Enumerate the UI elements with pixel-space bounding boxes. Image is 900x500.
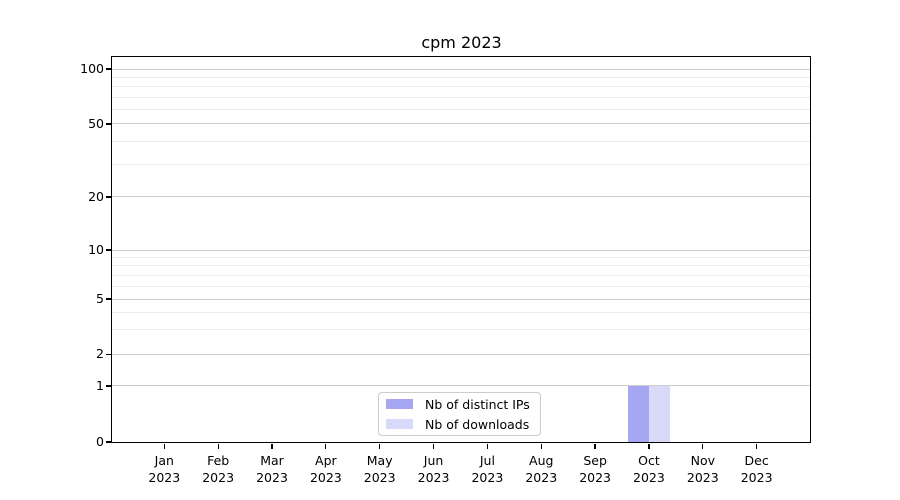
x-tick-mark — [594, 443, 596, 449]
gridline-major — [112, 196, 810, 198]
x-tick-month: Nov — [690, 453, 715, 468]
x-tick-year: 2023 — [525, 470, 558, 485]
y-tick-mark — [105, 68, 111, 70]
x-tick-month: Aug — [529, 453, 554, 468]
y-tick-mark — [105, 441, 111, 443]
x-tick-year: 2023 — [471, 470, 504, 485]
y-tick-mark — [105, 123, 111, 125]
x-tick-year: 2023 — [256, 470, 288, 485]
x-tick-month: Jan — [154, 453, 174, 468]
x-tick-mark — [325, 443, 327, 449]
x-tick-mark — [540, 443, 542, 449]
x-tick-mark — [702, 443, 704, 449]
x-tick-label: Dec 2023 — [725, 452, 789, 486]
x-tick-label: Aug 2023 — [509, 452, 573, 486]
y-tick-mark — [105, 353, 111, 356]
x-tick-mark — [271, 443, 273, 449]
x-tick-label: Jun 2023 — [402, 452, 466, 486]
x-tick-mark — [432, 443, 435, 449]
y-tick-label: 100 — [80, 61, 104, 76]
x-tick-label: Feb 2023 — [186, 452, 250, 486]
gridline-minor — [112, 86, 810, 88]
x-tick-label: Oct 2023 — [617, 452, 681, 486]
y-tick-label: 1 — [96, 377, 104, 393]
x-tick-label: Sep 2023 — [563, 452, 627, 486]
gridline-minor — [112, 274, 810, 276]
gridline-major — [112, 298, 810, 300]
x-tick-year: 2023 — [579, 470, 611, 485]
y-tick-mark — [105, 298, 111, 300]
x-tick-month: Sep — [583, 453, 607, 468]
legend-swatch — [386, 399, 413, 409]
gridline-minor — [112, 265, 810, 267]
gridline-minor — [112, 109, 810, 111]
gridline-minor — [112, 329, 810, 331]
x-tick-year: 2023 — [633, 470, 665, 485]
x-tick-year: 2023 — [686, 470, 719, 485]
x-tick-year: 2023 — [309, 470, 342, 485]
x-tick-month: Oct — [638, 453, 660, 468]
legend-item: Nb of downloads — [386, 414, 540, 434]
y-tick-mark — [105, 385, 111, 387]
x-tick-mark — [217, 443, 219, 449]
gridline-major — [112, 68, 810, 70]
x-tick-year: 2023 — [740, 470, 773, 485]
x-tick-mark — [648, 443, 650, 449]
x-tick-month: Mar — [260, 453, 284, 468]
y-tick-label: 50 — [88, 115, 104, 131]
plot-area: 0 1 2 5 10 20 50 100 Jan 2023 Feb 2023 Mar 2023 Apr 202… — [80, 56, 811, 485]
y-tick-label: 5 — [96, 291, 104, 306]
gridline-major — [112, 123, 810, 125]
x-tick-month: Jul — [479, 453, 495, 468]
gridline-major — [112, 385, 810, 387]
bar-nb-of-downloads — [648, 385, 670, 442]
legend-item: Nb of distinct IPs — [386, 394, 540, 414]
y-tick-label: 2 — [96, 346, 104, 362]
legend-label: Nb of distinct IPs — [425, 396, 530, 412]
y-tick-mark — [105, 196, 111, 198]
gridline-minor — [112, 96, 810, 98]
y-tick-label: 0 — [96, 434, 104, 449]
x-tick-label: May 2023 — [348, 452, 412, 486]
gridline-minor — [112, 76, 810, 78]
gridline-minor — [112, 285, 810, 287]
x-tick-year: 2023 — [363, 470, 396, 485]
x-tick-year: 2023 — [202, 470, 235, 485]
x-tick-month: Feb — [207, 453, 230, 468]
gridline-minor — [112, 256, 810, 258]
legend-label: Nb of downloads — [425, 416, 530, 432]
gridline-minor — [112, 164, 810, 166]
x-tick-label: Jul 2023 — [455, 452, 519, 486]
x-tick-year: 2023 — [417, 470, 450, 485]
x-tick-label: Jan 2023 — [132, 452, 196, 486]
chart-title: cpm 2023 — [421, 33, 502, 52]
gridline-minor — [112, 141, 810, 143]
x-tick-mark — [756, 443, 758, 449]
x-tick-month: Dec — [744, 453, 769, 468]
y-tick-label: 10 — [88, 242, 104, 257]
x-tick-year: 2023 — [148, 470, 181, 485]
legend-swatch — [386, 419, 413, 429]
gridline-major — [112, 353, 810, 355]
x-tick-month: Jun — [423, 453, 444, 468]
x-tick-month: Apr — [315, 453, 337, 468]
x-tick-mark — [486, 443, 489, 449]
x-tick-mark — [163, 443, 165, 449]
x-tick-mark — [379, 443, 381, 449]
gridline-major — [112, 249, 810, 251]
bar-nb-of-distinct-ips — [627, 385, 649, 442]
x-tick-month: May — [366, 453, 393, 468]
x-tick-label: Mar 2023 — [240, 452, 304, 486]
x-tick-label: Nov 2023 — [671, 452, 735, 486]
legend: Nb of distinct IPs Nb of downloads — [378, 392, 541, 436]
gridline-minor — [112, 312, 810, 314]
y-tick-label: 20 — [88, 188, 104, 204]
y-tick-mark — [105, 249, 111, 251]
x-tick-label: Apr 2023 — [294, 452, 358, 486]
